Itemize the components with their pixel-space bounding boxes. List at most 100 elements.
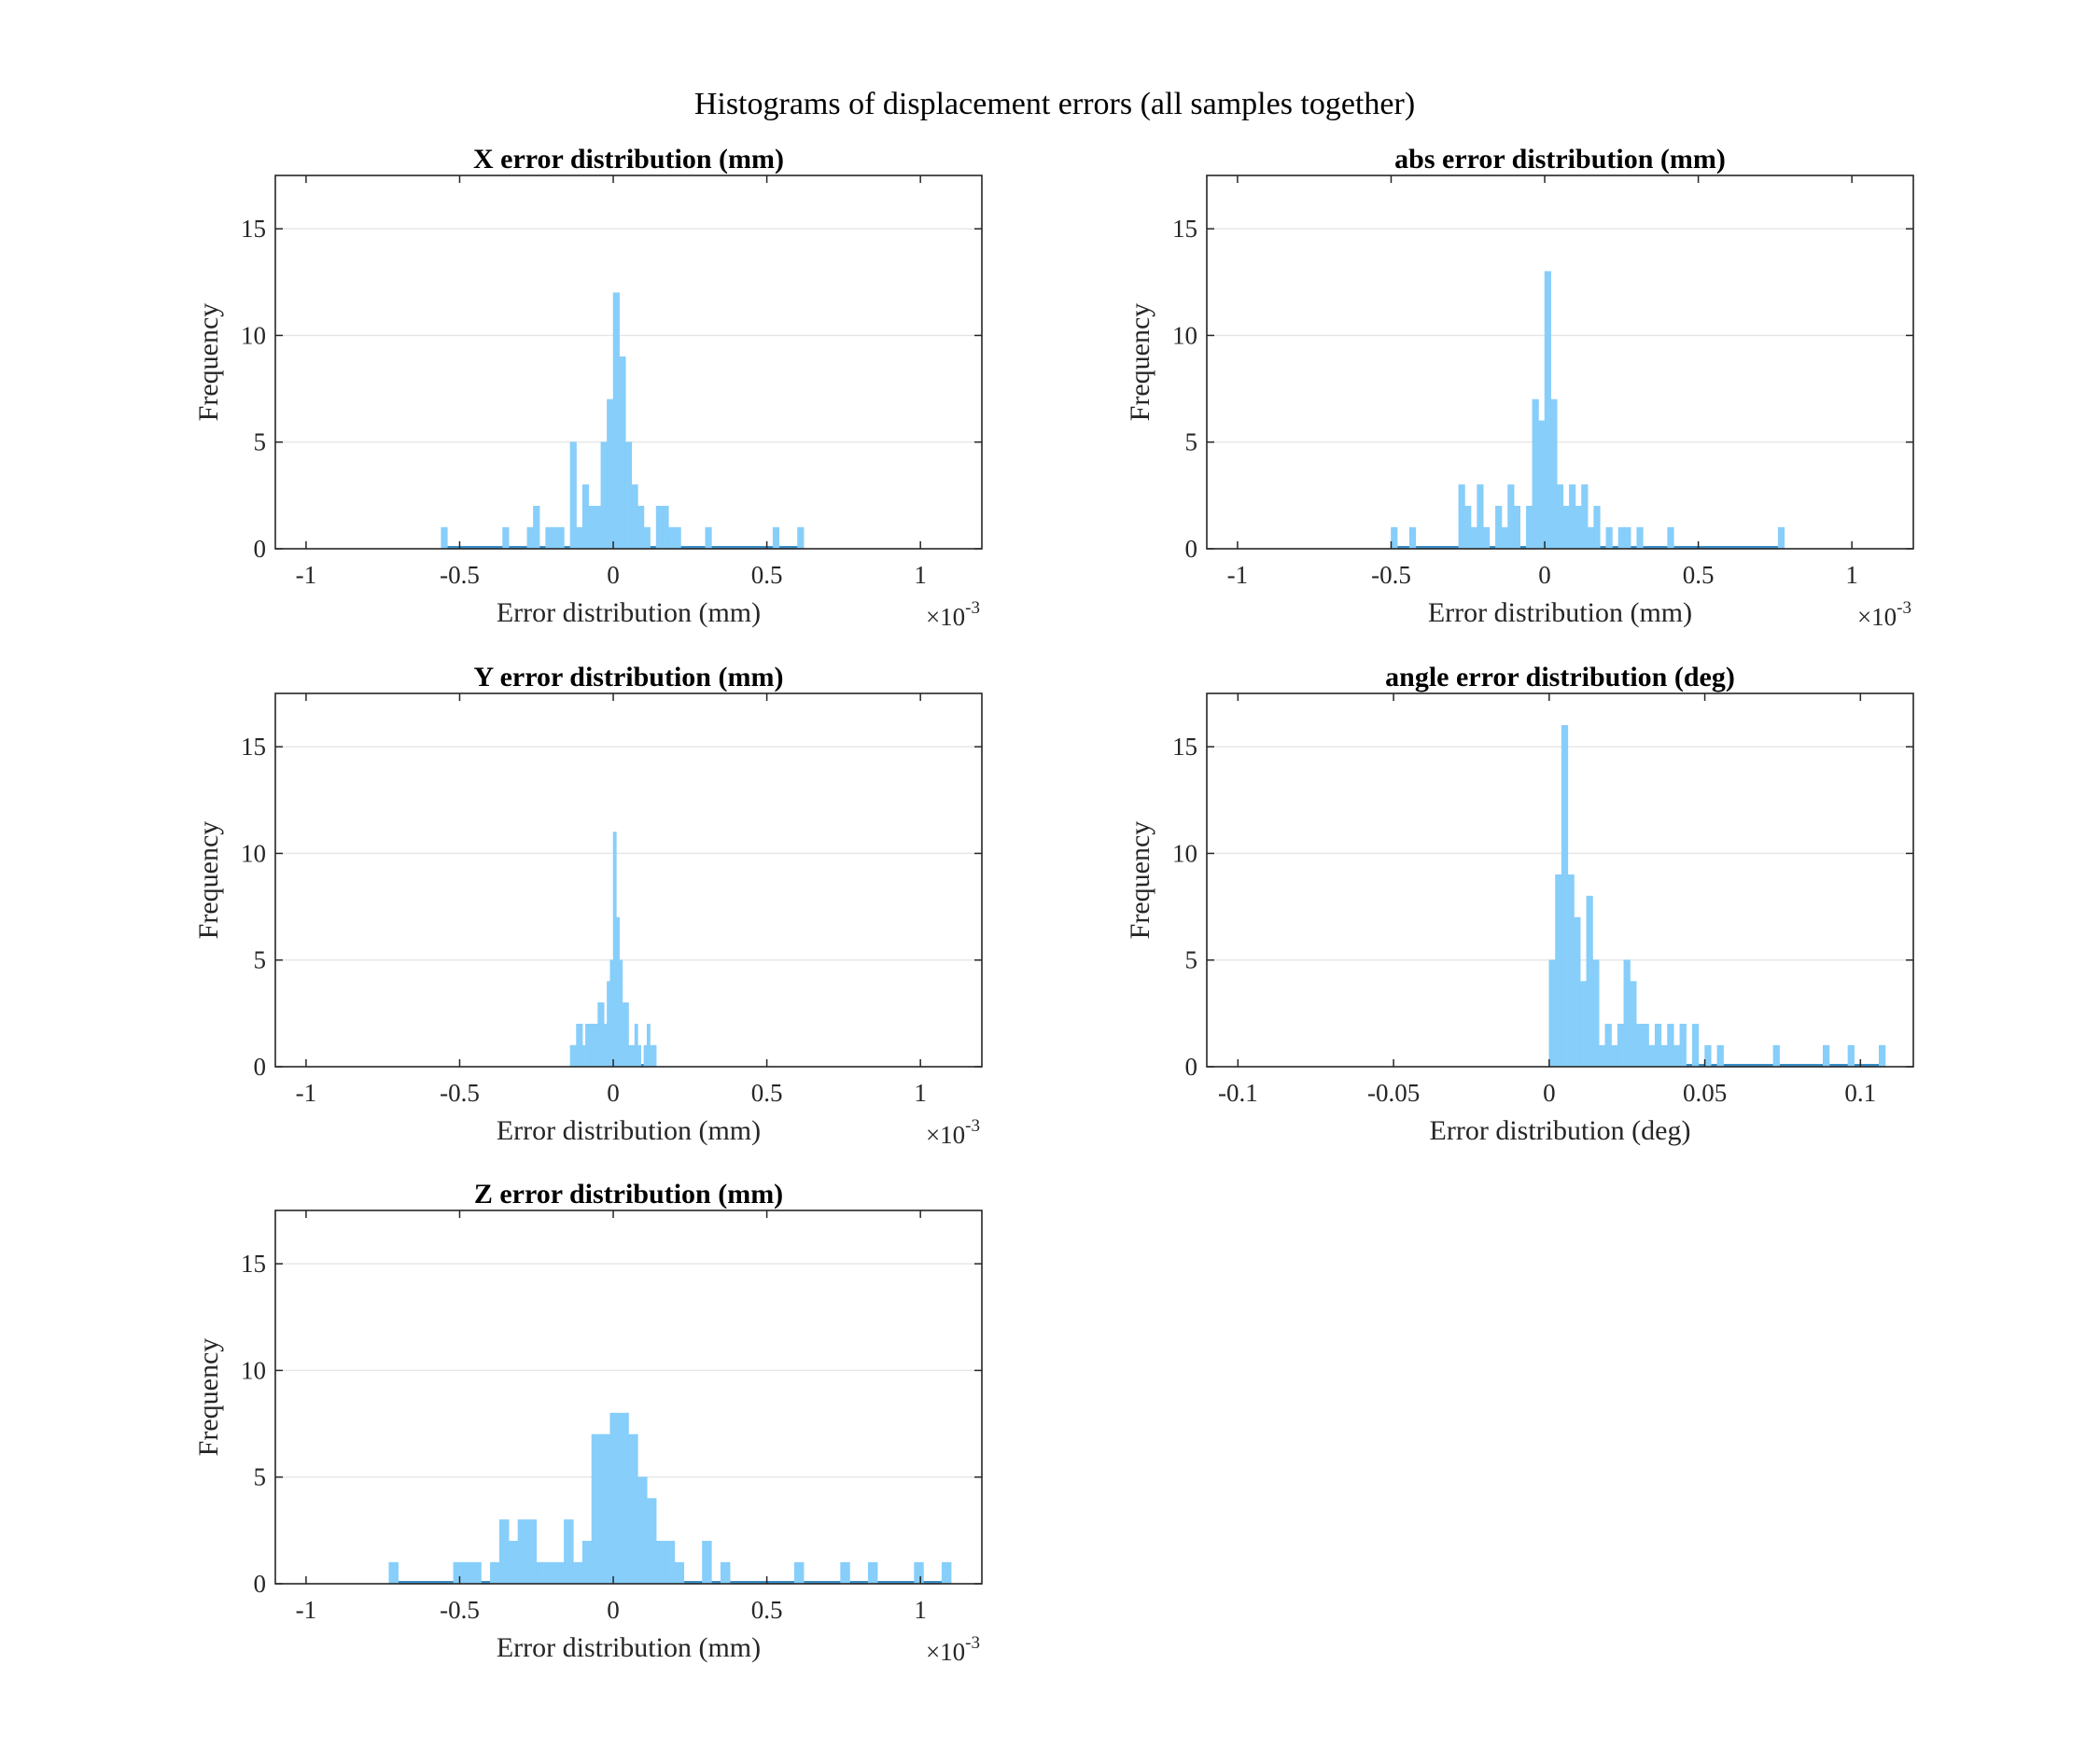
- y-tick-label: 10: [241, 1356, 266, 1384]
- x-tick-label: 0: [607, 1079, 620, 1107]
- histogram-bar: [914, 1561, 924, 1585]
- histogram-bar: [594, 505, 602, 550]
- histogram-bar: [1593, 505, 1601, 550]
- histogram-bar: [655, 505, 664, 550]
- histogram-bar: [502, 526, 510, 550]
- histogram-bar: [1569, 484, 1576, 550]
- y-tick-label: 0: [1185, 1053, 1198, 1081]
- histogram-bar: [1574, 916, 1581, 1068]
- x-axis-label: Error distribution (mm): [497, 1115, 761, 1146]
- histogram-bar: [1561, 724, 1569, 1068]
- x-tick-label: 0.05: [1683, 1079, 1727, 1107]
- histogram-bar: [652, 1044, 657, 1068]
- histogram-bar: [588, 505, 595, 550]
- x-axis-label: Error distribution (mm): [497, 1632, 761, 1663]
- y-tick-label: 0: [254, 1053, 267, 1081]
- histogram-bar: [526, 526, 534, 550]
- x-tick-label: -0.5: [440, 561, 480, 589]
- histogram-bar: [1513, 505, 1521, 550]
- x-tick-label: 0.5: [751, 1079, 783, 1107]
- histogram-bar: [453, 1561, 464, 1585]
- histogram-bar: [609, 1412, 620, 1585]
- histogram-bar: [1847, 1044, 1855, 1068]
- x-tick-label: 1: [914, 1079, 927, 1107]
- x-tick-label: 0.5: [751, 561, 783, 589]
- histogram-bar: [1579, 981, 1588, 1068]
- histogram-bar: [1562, 505, 1570, 550]
- histogram-bar: [1555, 874, 1562, 1068]
- x-axis-label: Error distribution (mm): [497, 597, 761, 628]
- histogram-bar: [1667, 1023, 1674, 1068]
- y-axis-label: Frequency: [1125, 821, 1155, 940]
- histogram-bar: [616, 916, 620, 1068]
- histogram-bar: [1464, 505, 1472, 550]
- histogram-bar: [607, 981, 611, 1068]
- x-tick-label: 0: [1538, 561, 1551, 589]
- x-exponent-label: ×10-3: [926, 598, 980, 631]
- histogram-bar: [1604, 1023, 1612, 1068]
- x-tick-label: -1: [296, 1079, 317, 1107]
- axes-frame: [274, 1210, 983, 1585]
- histogram-bar: [612, 292, 620, 550]
- histogram-bar: [1548, 959, 1556, 1068]
- histogram-bar: [1598, 1044, 1606, 1068]
- histogram-bar: [1556, 484, 1564, 550]
- histogram-bar: [441, 526, 448, 550]
- histogram-bar: [569, 441, 577, 550]
- histogram-bar: [594, 1023, 598, 1068]
- subplot-abs: 0 5 10 15 -1 -0.5 0 0.5 1 abs error distribution …: [1125, 144, 1914, 631]
- histogram-bar: [536, 1561, 546, 1585]
- histogram-bar: [840, 1561, 850, 1585]
- subplot-title: abs error distribution (mm): [1394, 144, 1726, 175]
- histogram-bar: [545, 526, 553, 550]
- histogram-bar: [1495, 505, 1503, 550]
- histogram-bar: [609, 959, 614, 1068]
- x-tick-label: 1: [914, 1596, 927, 1624]
- histogram-bar: [941, 1561, 952, 1585]
- histogram-bar: [662, 505, 669, 550]
- histogram-bar: [1605, 526, 1613, 550]
- histogram-bar: [581, 1540, 593, 1585]
- x-exponent-label: ×10-3: [926, 1633, 980, 1666]
- histogram-bar: [1592, 959, 1600, 1068]
- x-tick-label: 0.5: [751, 1596, 783, 1624]
- histogram-bar: [603, 1023, 608, 1068]
- histogram-bar: [581, 1044, 586, 1068]
- subplot-y: 0 5 10 15 -1 -0.5 0 0.5 1 Y error distribution (m…: [193, 662, 983, 1149]
- histogram-bar: [526, 1519, 538, 1585]
- histogram-bar: [554, 1561, 565, 1585]
- histogram-bar: [597, 1002, 602, 1068]
- histogram-bar: [508, 1540, 519, 1585]
- histogram-bar: [591, 1433, 602, 1585]
- axes-frame: [274, 175, 983, 550]
- x-tick-label: 0: [607, 1596, 620, 1624]
- histogram-bar: [1477, 484, 1484, 550]
- histogram-bar: [1587, 526, 1595, 550]
- histogram-bar: [588, 1023, 593, 1068]
- subplot-z: 0 5 10 15 -1 -0.5 0 0.5 1 Z error distribution (m…: [193, 1179, 983, 1666]
- histogram-bar: [1630, 981, 1637, 1068]
- histogram-bar: [1617, 526, 1625, 550]
- histogram-bar: [1501, 526, 1508, 550]
- histogram-bar: [564, 1519, 574, 1585]
- histogram-bar: [637, 1476, 648, 1585]
- x-tick-label: 0: [607, 561, 620, 589]
- histogram-bar: [624, 1002, 629, 1068]
- histogram-bar: [579, 1023, 583, 1068]
- x-axis-label: Error distribution (deg): [1430, 1115, 1691, 1146]
- histogram-bar: [646, 1498, 657, 1585]
- histogram-bar: [600, 1433, 611, 1585]
- axes-frame: [274, 692, 983, 1068]
- histogram-bar: [650, 1044, 654, 1068]
- histogram-bar: [1679, 1023, 1687, 1068]
- subplot-title: X error distribution (mm): [473, 144, 784, 175]
- y-tick-label: 15: [241, 1250, 266, 1278]
- x-exponent-label: ×10-3: [1857, 598, 1911, 631]
- histogram-bar: [1704, 1044, 1712, 1068]
- histogram-bar: [1470, 526, 1477, 550]
- subplot-title: angle error distribution (deg): [1385, 662, 1735, 692]
- histogram-bar: [619, 356, 626, 550]
- histogram-bar: [619, 959, 623, 1068]
- histogram-bar: [1617, 1023, 1625, 1068]
- histogram-bar: [600, 1002, 605, 1068]
